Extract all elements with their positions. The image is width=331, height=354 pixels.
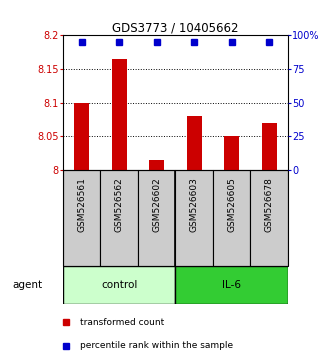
Text: GSM526605: GSM526605	[227, 178, 236, 233]
Bar	[213, 170, 251, 266]
Text: GSM526603: GSM526603	[190, 178, 199, 233]
Text: control: control	[101, 280, 137, 290]
Text: IL-6: IL-6	[222, 280, 241, 290]
Bar	[251, 170, 288, 266]
Text: GSM526602: GSM526602	[152, 178, 161, 232]
Bar	[149, 160, 164, 170]
Text: GSM526678: GSM526678	[265, 178, 274, 233]
Bar	[224, 136, 239, 170]
Bar	[175, 170, 213, 266]
Title: GDS3773 / 10405662: GDS3773 / 10405662	[112, 21, 239, 34]
Bar	[74, 103, 89, 170]
Text: transformed count: transformed count	[80, 318, 165, 327]
Bar	[63, 170, 100, 266]
Bar	[100, 170, 138, 266]
Bar	[175, 266, 288, 304]
Bar	[138, 170, 175, 266]
Bar	[187, 116, 202, 170]
Text: percentile rank within the sample: percentile rank within the sample	[80, 341, 233, 350]
Text: agent: agent	[12, 280, 42, 290]
Text: GSM526562: GSM526562	[115, 178, 124, 232]
Bar	[262, 123, 277, 170]
Text: GSM526561: GSM526561	[77, 178, 86, 233]
Bar	[63, 266, 175, 304]
Bar	[112, 59, 127, 170]
